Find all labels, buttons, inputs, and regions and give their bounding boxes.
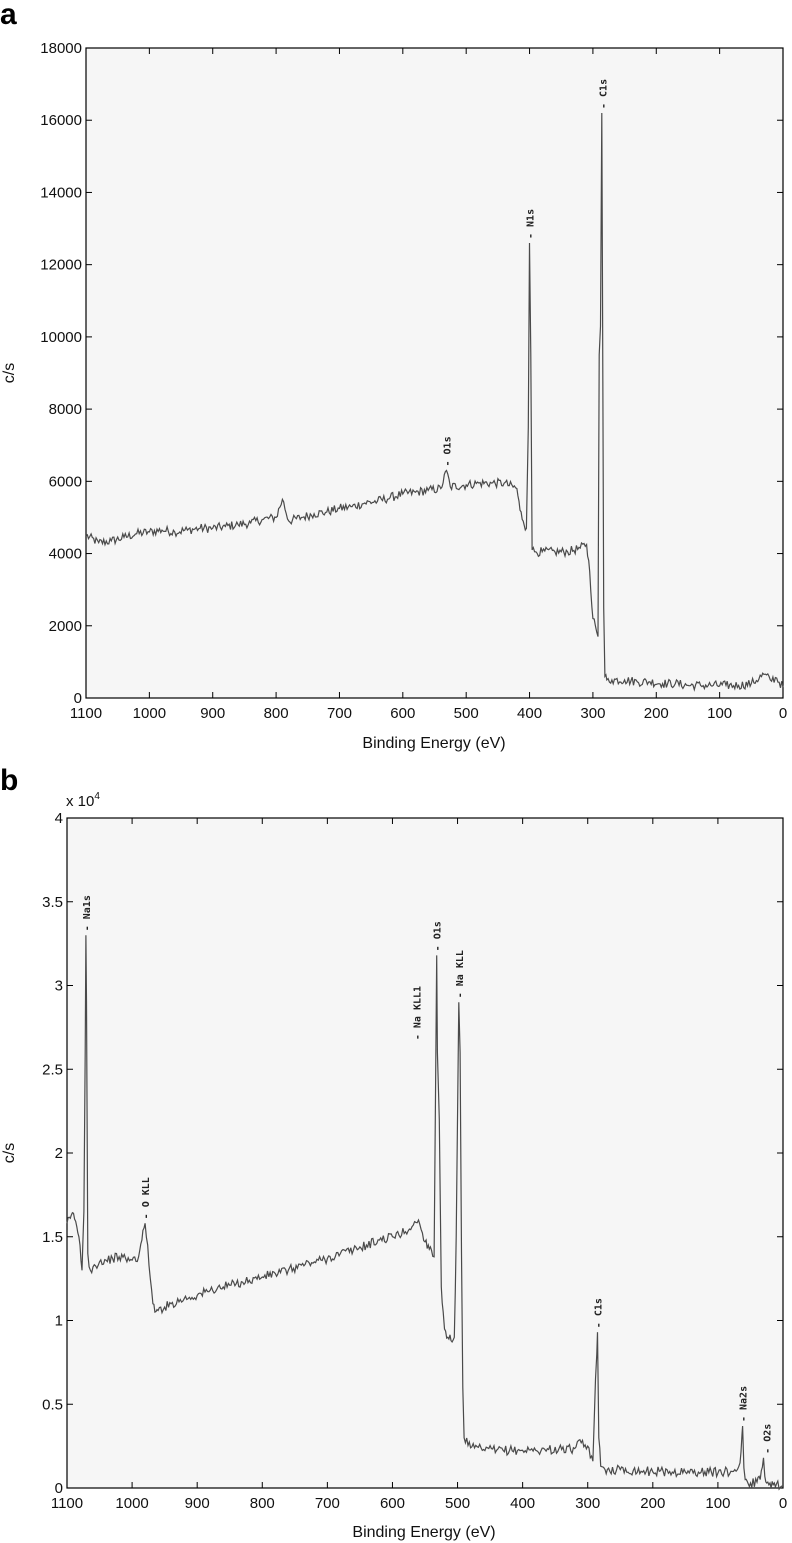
peak-label: - O1s xyxy=(443,436,454,466)
x-tick-label: 300 xyxy=(575,1495,600,1512)
panel-letter-a: a xyxy=(0,0,17,31)
y-axis-b: 0 0.5 1 1.5 2 2.5 3 3.5 4 xyxy=(42,810,783,1497)
x-tick-label: 1100 xyxy=(70,705,102,722)
y-tick-label: 1.5 xyxy=(42,1229,63,1246)
peak-annotation: - Na1s xyxy=(82,895,93,931)
x-tick-label: 1100 xyxy=(51,1495,83,1512)
plot-area-a xyxy=(85,47,784,699)
y-tick-label: 2000 xyxy=(49,618,82,635)
peak-annotation: - Na KLL xyxy=(455,950,466,998)
y-tick-label: 16000 xyxy=(40,112,82,129)
y-tick-label: 4000 xyxy=(49,546,82,563)
peak-annotations-a: - O1s - N1s - C1s xyxy=(443,79,610,467)
y-axis-a: 0 2000 4000 6000 8000 10000 12000 14000 16000 180… xyxy=(40,40,783,707)
panel-a: a 02000400060008000100001200014000160001… xyxy=(0,0,787,752)
x-tick-label: 1000 xyxy=(133,705,166,722)
peak-annotation: - C1s xyxy=(593,1298,604,1328)
y-tick-label: 12000 xyxy=(40,257,82,274)
peak-annotation: - O1s xyxy=(433,921,444,951)
x-tick-label: 600 xyxy=(390,705,415,722)
x-tick-label: 500 xyxy=(445,1495,470,1512)
y-tick-label: 3 xyxy=(55,978,63,995)
peak-label: - Na2s xyxy=(739,1386,750,1422)
peak-label: - N1s xyxy=(526,209,537,239)
y-tick-label: 6000 xyxy=(49,473,82,490)
peak-annotations-b: - Na1s - O KLL - Na KLL1 - O1s - Na KLL - C1s… xyxy=(82,895,774,1454)
x-tick-label: 300 xyxy=(580,705,605,722)
peak-label: - Na1s xyxy=(82,895,93,931)
peak-label: - O KLL xyxy=(141,1177,152,1219)
peak-annotation: - Na2s xyxy=(739,1386,750,1422)
x-tick-label: 1000 xyxy=(115,1495,148,1512)
x-tick-label: 200 xyxy=(644,705,669,722)
x-tick-label: 900 xyxy=(185,1495,210,1512)
x-axis-label-b: Binding Energy (eV) xyxy=(352,1524,495,1541)
x-tick-label: 600 xyxy=(380,1495,405,1512)
peak-label: - O2s xyxy=(763,1424,774,1454)
y-tick-label: 3.5 xyxy=(42,894,63,911)
y-tick-label: 10000 xyxy=(40,329,82,346)
x-tick-label: 500 xyxy=(454,705,479,722)
y-axis-label-a: c/s xyxy=(1,363,18,383)
y-tick-label: 2.5 xyxy=(42,1061,63,1078)
panel-b: b 00.511.522.533.54 1100 1000 900 800 700 600… xyxy=(0,764,787,1541)
x-tick-label: 800 xyxy=(264,705,289,722)
plot-area-b xyxy=(66,817,784,1489)
y-tick-label: 14000 xyxy=(40,184,82,201)
panel-letter-b: b xyxy=(0,764,18,797)
peak-annotation: - O1s xyxy=(443,436,454,466)
y-tick-label: 2 xyxy=(55,1145,63,1162)
peak-annotation: - O KLL xyxy=(141,1177,152,1219)
series-line-b xyxy=(66,935,784,1491)
x-tick-label: 100 xyxy=(705,1495,730,1512)
peak-annotation: - O2s xyxy=(763,1424,774,1454)
y-tick-label: 0 xyxy=(74,690,82,707)
y-multiplier-b: x 104 xyxy=(66,791,100,810)
y-tick-label: 0 xyxy=(55,1480,63,1497)
peak-label: - O1s xyxy=(433,921,444,951)
y-axis-label-b: c/s xyxy=(1,1143,18,1163)
y-tick-label: 8000 xyxy=(49,401,82,418)
peak-label: - C1s xyxy=(598,79,609,109)
peak-label: - C1s xyxy=(593,1298,604,1328)
x-tick-label: 900 xyxy=(200,705,225,722)
y-tick-label: 4 xyxy=(55,810,63,827)
y-tick-label: 1 xyxy=(55,1313,63,1330)
y-tick-label: 0.5 xyxy=(42,1396,63,1413)
x-axis-a: 1100 1000 900 800 700 600 500 400 300 200 100 0 xyxy=(70,48,787,722)
x-tick-label: 400 xyxy=(510,1495,535,1512)
x-tick-label: 100 xyxy=(707,705,732,722)
x-tick-label: 0 xyxy=(779,1495,787,1512)
x-tick-label: 700 xyxy=(327,705,352,722)
x-axis-b: 1100 1000 900 800 700 600 500 400 300 200 100 0 xyxy=(51,818,787,1512)
x-tick-label: 700 xyxy=(315,1495,340,1512)
peak-label: - Na KLL xyxy=(455,950,466,998)
x-tick-label: 0 xyxy=(779,705,787,722)
peak-label: - Na KLL1 xyxy=(413,986,424,1040)
x-tick-label: 200 xyxy=(640,1495,665,1512)
x-tick-label: 400 xyxy=(517,705,542,722)
series-line-a xyxy=(85,112,784,692)
peak-annotation: - N1s xyxy=(526,209,537,239)
peak-annotation: - C1s xyxy=(598,79,609,109)
peak-annotation: - Na KLL1 xyxy=(413,986,424,1040)
x-axis-label-a: Binding Energy (eV) xyxy=(362,735,505,752)
x-tick-label: 800 xyxy=(250,1495,275,1512)
y-tick-label: 18000 xyxy=(40,40,82,57)
